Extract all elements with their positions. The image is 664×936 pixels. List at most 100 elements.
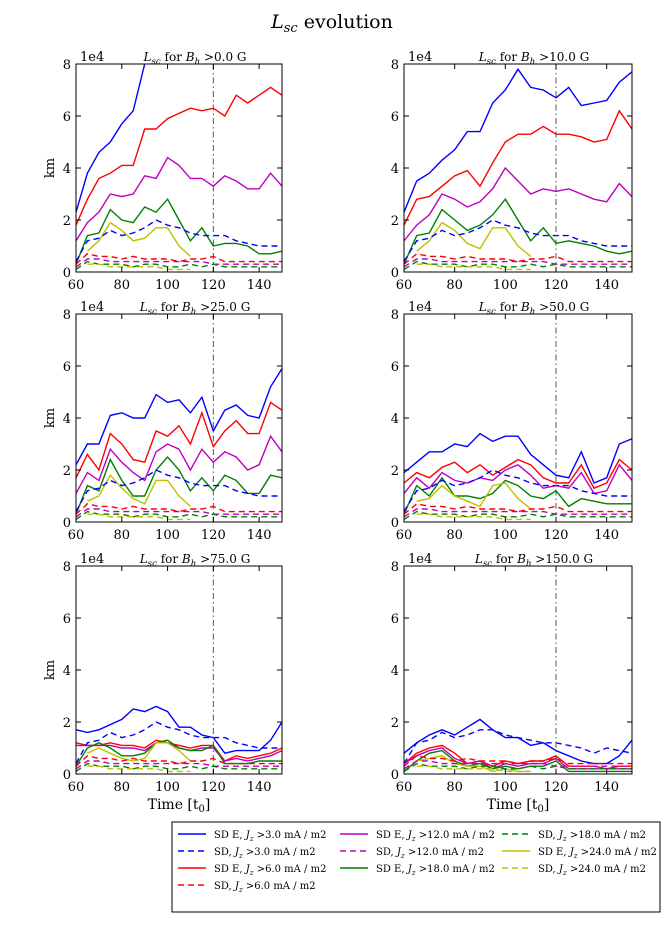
legend-label: SD E, Jz​ >6.0 mA / m2 bbox=[214, 864, 326, 877]
y-tick-label: 2 bbox=[391, 214, 399, 229]
legend-label: SD, Jz​ >12.0 mA / m2 bbox=[376, 847, 484, 860]
x-tick-label: 140 bbox=[247, 278, 272, 293]
series-line-sd-e-j-z-6-0-ma-m2 bbox=[76, 401, 282, 479]
series-group bbox=[76, 705, 282, 773]
legend-item: SD, Jz​ >12.0 mA / m2 bbox=[340, 847, 484, 860]
legend-item: SD, Jz​ >3.0 mA / m2 bbox=[178, 847, 316, 860]
series-line-sd-j-z-3-0-ma-m2 bbox=[76, 721, 282, 764]
x-tick-label: 100 bbox=[493, 528, 518, 543]
panel-5: 60 80 100 120 140 0 2 4 6 8 1e4 Lsc​ for Bh​ >75.0 … bbox=[43, 552, 283, 815]
series-line-sd-j-z-24-0-ma-m2 bbox=[87, 263, 191, 271]
series-line-sd-j-z-3-0-ma-m2 bbox=[404, 729, 632, 764]
legend-label: SD, Jz​ >18.0 mA / m2 bbox=[538, 830, 646, 843]
series-line-sd-j-z-12-0-ma-m2 bbox=[404, 760, 632, 770]
x-tick-label: 60 bbox=[396, 528, 413, 543]
series-line-sd-e-j-z-18-0-ma-m2 bbox=[76, 739, 282, 767]
series-line-sd-e-j-z-12-0-ma-m2 bbox=[76, 156, 282, 242]
y-tick-label: 6 bbox=[391, 612, 399, 627]
x-tick-label: 120 bbox=[201, 528, 226, 543]
series-line-sd-j-z-6-0-ma-m2 bbox=[76, 503, 282, 515]
series-line-sd-e-j-z-24-0-ma-m2 bbox=[86, 221, 191, 257]
series-group bbox=[404, 432, 632, 521]
y-tick-label: 6 bbox=[391, 360, 399, 375]
series-line-sd-e-j-z-24-0-ma-m2 bbox=[416, 755, 531, 773]
x-axis-label: Time [t0] bbox=[148, 797, 211, 815]
x-tick-label: 100 bbox=[155, 780, 180, 795]
legend-item: SD E, Jz​ >12.0 mA / m2 bbox=[340, 830, 495, 843]
legend-label: SD, Jz​ >24.0 mA / m2 bbox=[538, 864, 646, 877]
series-line-sd-j-z-6-0-ma-m2 bbox=[404, 503, 632, 515]
panel-3: 60 80 100 120 140 0 2 4 6 8 1e4 Lsc​ for Bh​ >25.0 … bbox=[43, 300, 283, 543]
series-line-sd-j-z-12-0-ma-m2 bbox=[76, 508, 282, 518]
offset-text: 1e4 bbox=[80, 552, 104, 567]
legend-item: SD, Jz​ >24.0 mA / m2 bbox=[502, 864, 646, 877]
series-line-sd-e-j-z-12-0-ma-m2 bbox=[76, 434, 282, 494]
legend-box bbox=[171, 821, 661, 913]
legend-label: SD E, Jz​ >18.0 mA / m2 bbox=[376, 864, 495, 877]
panel-title: Lsc​ for Bh​ >75.0 G bbox=[139, 552, 251, 569]
legend-label: SD E, Jz​ >12.0 mA / m2 bbox=[376, 830, 495, 843]
y-tick-label: 4 bbox=[391, 664, 399, 679]
series-line-sd-j-z-24-0-ma-m2 bbox=[87, 765, 191, 773]
y-tick-label: 6 bbox=[63, 612, 71, 627]
y-tick-label: 8 bbox=[63, 308, 71, 323]
x-tick-label: 120 bbox=[544, 780, 569, 795]
y-tick-label: 0 bbox=[63, 516, 71, 531]
y-tick-label: 4 bbox=[63, 412, 71, 427]
y-tick-label: 0 bbox=[63, 768, 71, 783]
y-tick-label: 4 bbox=[391, 162, 399, 177]
series-line-sd-e-j-z-18-0-ma-m2 bbox=[404, 476, 632, 515]
x-tick-label: 100 bbox=[155, 528, 180, 543]
legend-label: SD E, Jz​ >24.0 mA / m2 bbox=[538, 847, 657, 860]
x-tick-label: 80 bbox=[114, 528, 131, 543]
x-tick-label: 120 bbox=[544, 528, 569, 543]
series-line-sd-e-j-z-3-0-ma-m2 bbox=[404, 67, 632, 213]
y-tick-label: 4 bbox=[63, 664, 71, 679]
offset-text: 1e4 bbox=[408, 50, 432, 65]
figure-title-main: L bbox=[270, 11, 284, 33]
panel-title: Lsc​ for Bh​ >0.0 G bbox=[143, 50, 247, 67]
panel-title: Lsc​ for Bh​ >150.0 G bbox=[474, 552, 593, 569]
legend-item: SD E, Jz​ >3.0 mA / m2 bbox=[178, 830, 326, 843]
series-line-sd-e-j-z-3-0-ma-m2 bbox=[76, 705, 282, 754]
series-line-sd-e-j-z-6-0-ma-m2 bbox=[76, 739, 282, 762]
x-tick-label: 80 bbox=[446, 278, 463, 293]
series-line-sd-e-j-z-24-0-ma-m2 bbox=[416, 221, 532, 257]
series-line-sd-j-z-24-0-ma-m2 bbox=[416, 513, 531, 521]
legend-label: SD E, Jz​ >3.0 mA / m2 bbox=[214, 830, 326, 843]
legend-label: SD, Jz​ >3.0 mA / m2 bbox=[214, 847, 316, 860]
x-tick-label: 140 bbox=[594, 780, 619, 795]
y-tick-label: 0 bbox=[63, 266, 71, 281]
x-tick-label: 120 bbox=[201, 780, 226, 795]
series-line-sd-e-j-z-18-0-ma-m2 bbox=[76, 455, 282, 515]
legend-item: SD, Jz​ >6.0 mA / m2 bbox=[178, 881, 316, 894]
figure-title: Lsc evolution bbox=[270, 11, 393, 36]
x-tick-label: 140 bbox=[247, 528, 272, 543]
series-line-sd-j-z-6-0-ma-m2 bbox=[76, 253, 282, 265]
y-axis-label: km bbox=[43, 158, 58, 178]
series-line-sd-j-z-3-0-ma-m2 bbox=[76, 469, 282, 512]
series-line-sd-e-j-z-3-0-ma-m2 bbox=[404, 432, 632, 484]
x-tick-label: 140 bbox=[594, 528, 619, 543]
series-line-sd-j-z-18-0-ma-m2 bbox=[404, 762, 632, 772]
series-line-sd-j-z-12-0-ma-m2 bbox=[404, 508, 632, 518]
x-tick-label: 100 bbox=[155, 278, 180, 293]
x-tick-label: 60 bbox=[396, 278, 413, 293]
panel-1: 60 80 100 120 140 0 2 4 6 8 1e4 Lsc​ for Bh​ >0.0 G… bbox=[43, 50, 283, 293]
panel-2: 60 80 100 120 140 0 2 4 6 8 1e4 Lsc​ for Bh​ >10.0 … bbox=[391, 50, 633, 293]
series-line-sd-j-z-18-0-ma-m2 bbox=[404, 260, 632, 270]
x-tick-label: 80 bbox=[114, 780, 131, 795]
series-line-sd-j-z-24-0-ma-m2 bbox=[416, 263, 531, 271]
y-tick-label: 8 bbox=[391, 308, 399, 323]
y-tick-label: 0 bbox=[391, 516, 399, 531]
legend-label: SD, Jz​ >6.0 mA / m2 bbox=[214, 881, 316, 894]
axes-frame bbox=[75, 63, 283, 273]
y-tick-label: 8 bbox=[391, 560, 399, 575]
series-line-sd-j-z-18-0-ma-m2 bbox=[76, 260, 282, 270]
y-axis-label: km bbox=[43, 408, 58, 428]
y-tick-label: 6 bbox=[391, 110, 399, 125]
series-line-sd-e-j-z-6-0-ma-m2 bbox=[404, 458, 632, 490]
series-line-sd-e-j-z-3-0-ma-m2 bbox=[76, 64, 146, 213]
panel-6: 60 80 100 120 140 0 2 4 6 8 1e4 Lsc​ for Bh​ >150.0… bbox=[391, 552, 633, 815]
